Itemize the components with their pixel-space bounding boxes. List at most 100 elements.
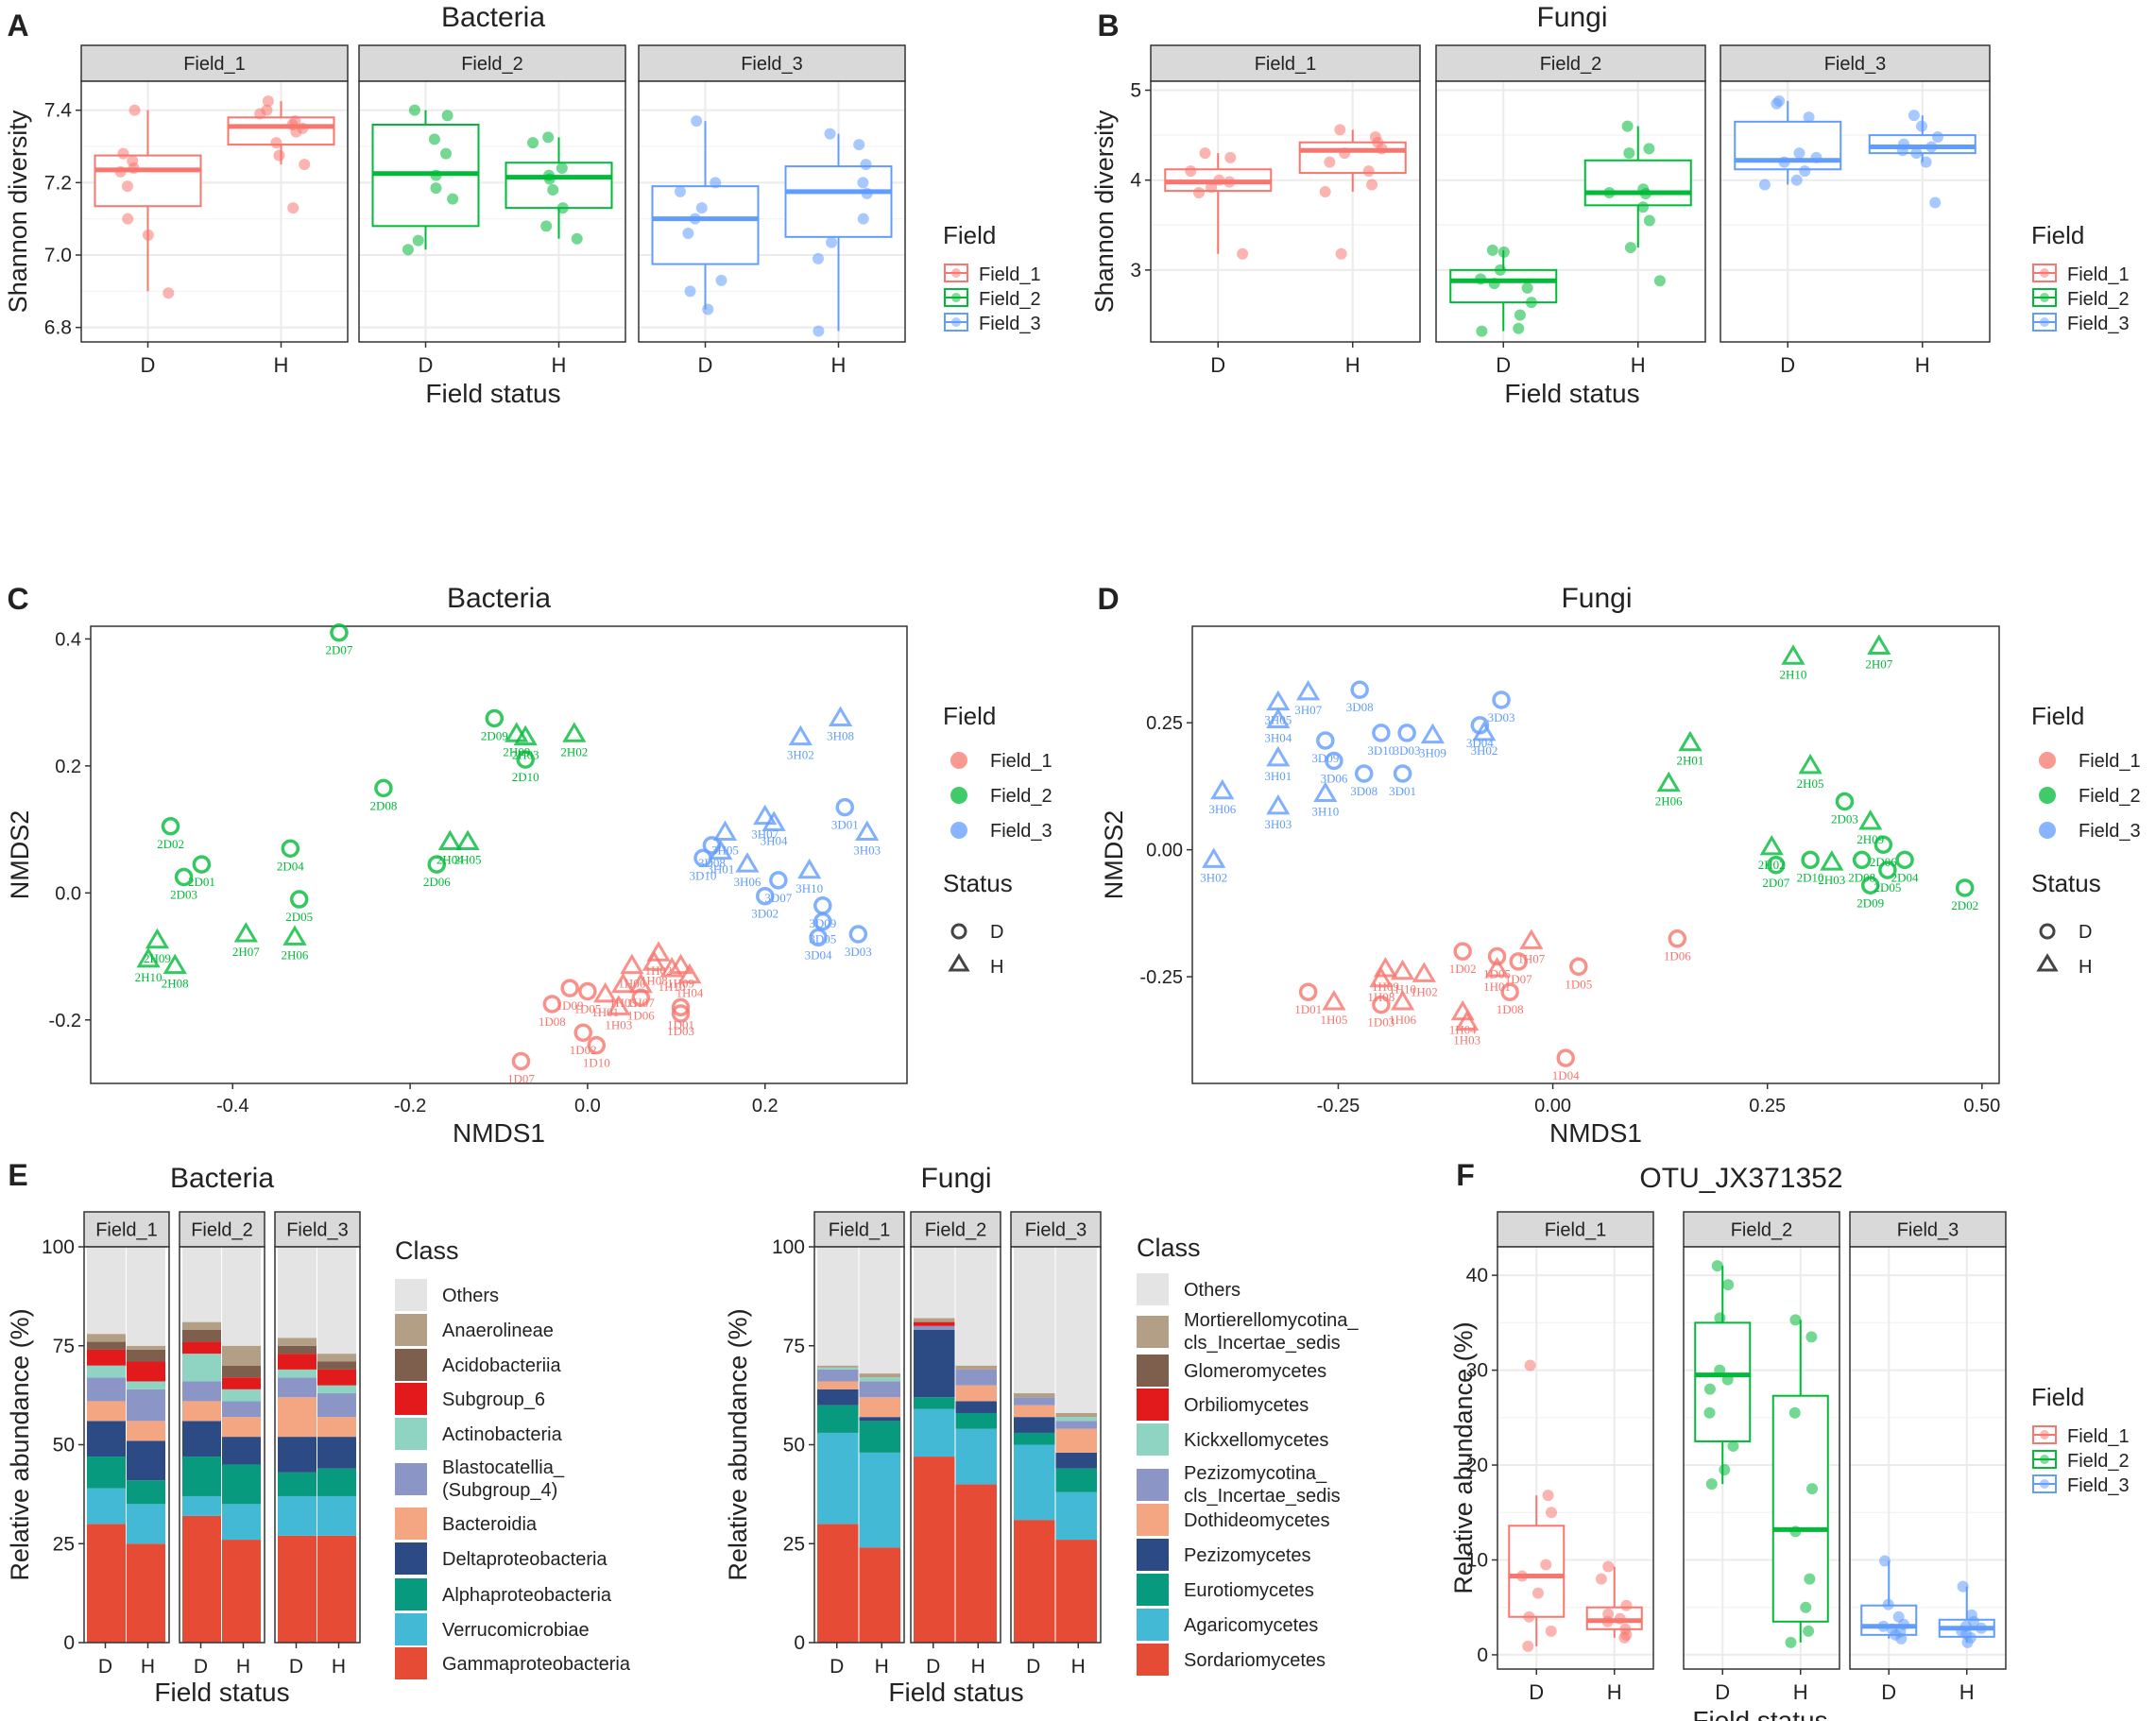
- legend-entry-line: Pezizomycotina_: [1184, 1463, 1327, 1484]
- y-tick-label: 100: [42, 1236, 75, 1258]
- x-tick-label: H: [875, 1656, 889, 1678]
- legend-entry: Glomeromycetes: [1184, 1361, 1326, 1382]
- scatter-point: 1H06: [1389, 989, 1417, 1027]
- data-point: [702, 303, 714, 315]
- scatter-point: 2H02: [560, 722, 588, 758]
- point-triangle-marker: [659, 957, 684, 978]
- scatter-point: 1D03: [667, 1004, 694, 1038]
- point-label: 1D01: [667, 1017, 694, 1031]
- point-label: 2H07: [232, 945, 260, 959]
- point-triangle-marker: [1313, 781, 1338, 802]
- point-label: 2D07: [326, 643, 353, 657]
- point-label: 3H10: [1311, 804, 1339, 818]
- bar-segment: [859, 1421, 900, 1453]
- bar-segment: [317, 1361, 356, 1370]
- y-tick-label: 0: [63, 1632, 75, 1654]
- point-circle-marker: [1393, 764, 1412, 783]
- panel-background: [1151, 81, 1420, 342]
- legend-entry: Anaerolineae: [442, 1321, 554, 1341]
- bar-segment: [87, 1341, 126, 1350]
- legend-entry: Field_2: [990, 786, 1052, 807]
- scatter-point: 1H07: [627, 972, 655, 1010]
- data-point: [441, 110, 453, 122]
- point-circle-marker: [1874, 835, 1893, 854]
- y-tick-label: 30: [1466, 1360, 1488, 1382]
- data-point: [684, 285, 696, 298]
- data-point: [1910, 147, 1923, 160]
- point-circle-marker: [485, 708, 505, 728]
- bar-segment: [859, 1417, 900, 1422]
- point-label: 2H01: [1676, 754, 1703, 768]
- point-triangle-marker: [668, 953, 693, 975]
- data-point: [1620, 1599, 1633, 1611]
- bar-segment: [317, 1247, 356, 1355]
- scatter-point: 3H02: [787, 724, 814, 762]
- panel-border: [179, 1246, 265, 1644]
- point-label: 3H09: [1419, 746, 1446, 760]
- point-label: 1D07: [507, 1071, 535, 1085]
- data-point: [408, 104, 420, 116]
- point-triangle-marker: [1656, 771, 1681, 792]
- point-circle-marker: [374, 778, 393, 798]
- point-label: 2H10: [135, 970, 163, 984]
- scatter-point: 3D01: [1389, 764, 1416, 798]
- panel-letter: F: [1456, 1158, 1475, 1192]
- box: [1298, 141, 1407, 175]
- bar-segment: [127, 1421, 165, 1441]
- y-tick-label: 6.8: [44, 317, 72, 339]
- legend-entry: Bacteroidia: [442, 1514, 538, 1535]
- data-point: [1895, 1632, 1908, 1644]
- y-tick-label: 40: [1466, 1265, 1488, 1286]
- data-point: [1793, 147, 1805, 160]
- point-label: 3H04: [761, 833, 788, 847]
- point-label: 2H03: [1818, 873, 1845, 887]
- scatter-point: 2D04: [1891, 850, 1919, 884]
- y-tick-label: 0.25: [1146, 713, 1183, 734]
- bar-segment: [859, 1377, 900, 1382]
- scatter-point: 2D08: [369, 778, 397, 812]
- bar-segment: [1055, 1412, 1097, 1418]
- bar-segment: [1014, 1432, 1055, 1445]
- point-label: 2H10: [1780, 667, 1807, 681]
- point-label: 1H05: [1320, 1013, 1347, 1027]
- bar-segment: [955, 1369, 997, 1386]
- legend-key-point: [950, 822, 967, 839]
- scatter-point: 1D08: [1497, 982, 1524, 1016]
- scatter-point: 3H04: [761, 810, 788, 847]
- facet-strip: [1849, 1211, 2007, 1248]
- bar-segment: [87, 1247, 126, 1335]
- data-point: [1778, 156, 1790, 168]
- facet-label: Field_3: [1897, 1220, 1959, 1241]
- legend-entry-line: Mortierellomycotina_: [1184, 1310, 1359, 1331]
- point-label: 3D04: [805, 947, 832, 962]
- point-circle-marker: [1668, 929, 1687, 948]
- bar-segment: [127, 1440, 165, 1481]
- point-label: 1H02: [1411, 984, 1438, 998]
- scatter-point: 2D02: [1951, 878, 1978, 912]
- data-point: [527, 137, 539, 149]
- chart-title: Bacteria: [447, 583, 551, 614]
- scatter-point: 2H05: [454, 829, 482, 867]
- scatter-point: 1D06: [627, 988, 655, 1022]
- legend-swatch: [395, 1314, 427, 1346]
- point-circle-marker: [693, 848, 712, 868]
- data-point: [1224, 151, 1237, 163]
- data-point: [1703, 1406, 1716, 1419]
- box-chart-A: Bacteria Field_1 D H Field_2 D H Field_3 D H 6.8 7.…: [4, 2, 906, 408]
- data-point: [1206, 181, 1218, 194]
- data-point: [299, 159, 311, 171]
- data-point: [128, 162, 140, 174]
- y-axis-label: NMDS2: [1100, 810, 1128, 900]
- bar-segment: [817, 1365, 859, 1368]
- bar-segment: [278, 1397, 317, 1438]
- scatter-point: 2H08: [162, 953, 189, 991]
- data-point: [540, 220, 553, 232]
- data-point: [1722, 1279, 1735, 1291]
- point-triangle-marker: [1781, 644, 1805, 665]
- point-label: 3H02: [1470, 743, 1497, 758]
- legend-title: Field: [2031, 1383, 2084, 1411]
- bar-segment: [317, 1354, 356, 1362]
- bar-segment: [317, 1417, 356, 1438]
- legend-swatch: [395, 1418, 427, 1450]
- bar-segment: [817, 1524, 859, 1643]
